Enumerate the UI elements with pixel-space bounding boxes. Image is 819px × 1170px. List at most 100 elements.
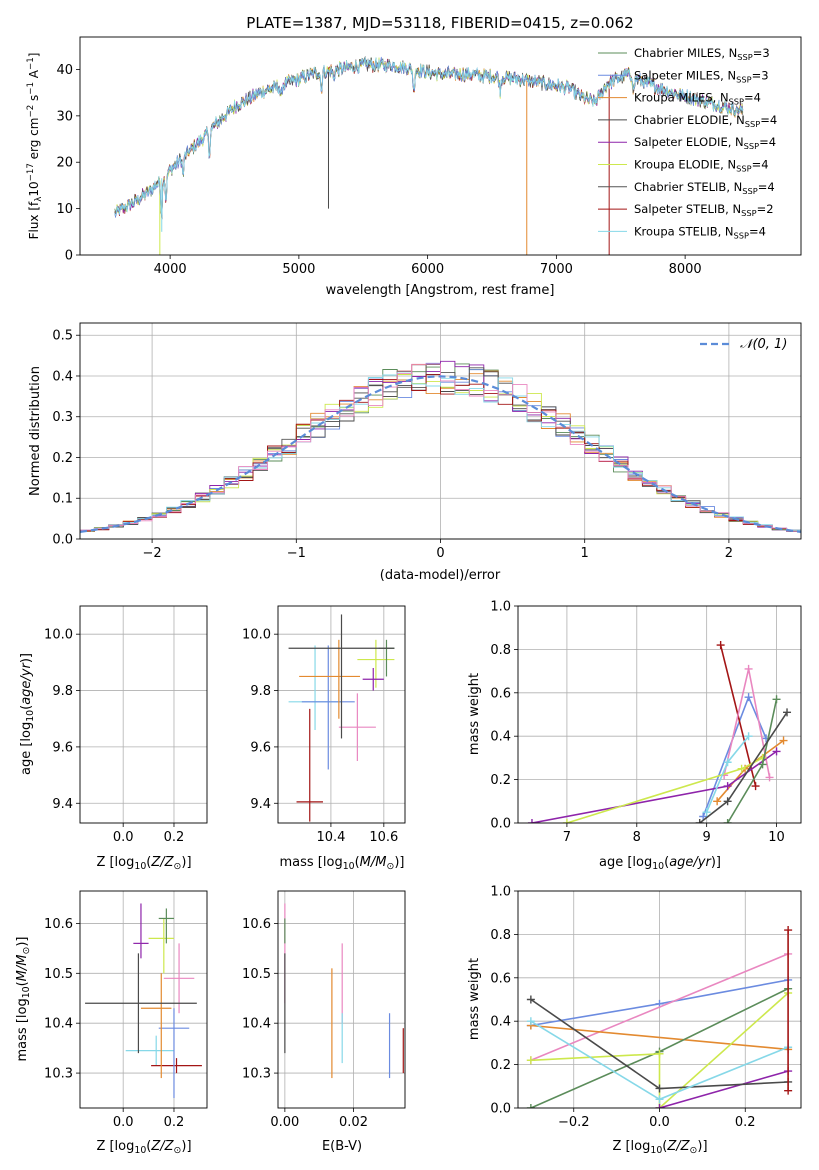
y-tick-label: 10.5: [242, 967, 271, 982]
mass-age-panel: 10.4 10.6 9.4 9.6 9.8 10.0: [242, 605, 406, 845]
axes-frame: [517, 605, 802, 824]
y-axis-label-part: (: [15, 981, 30, 986]
weight-marker: [723, 797, 732, 806]
error-bars: [284, 903, 404, 1079]
y-tick-label: 9.6: [52, 740, 73, 755]
axes-frame: [79, 322, 802, 540]
legend-entry: Kroupa STELIB, NSSP=4: [634, 224, 766, 240]
y-tick-label: 0.0: [490, 1102, 511, 1117]
legend-entry-part: =2: [757, 202, 774, 216]
weight-marker: [779, 736, 788, 745]
weight-line: [726, 699, 778, 823]
y-axis-label-part: erg cm: [27, 118, 41, 164]
legend-entry-part: Chabrier MILES, N: [634, 46, 737, 60]
y-tick-label: 30: [56, 109, 73, 124]
axes-frame: [79, 605, 208, 824]
spectrum-line: [114, 57, 744, 217]
x-axis-label-part: Z [log: [96, 1139, 134, 1154]
x-axis-label-part: (: [662, 1139, 667, 1154]
y-tick-label: 0.3: [52, 410, 73, 425]
y-tick-label: 0.5: [52, 329, 73, 344]
y-tick-label: 0.2: [490, 1058, 511, 1073]
y-axis-label-part: (: [19, 705, 34, 710]
weight-marker: [526, 995, 535, 1004]
x-tick-label: 2: [725, 546, 733, 561]
x-axis-label-part: mass [log: [280, 855, 343, 870]
x-axis-label: wavelength [Angstrom, rest frame]: [326, 283, 555, 298]
x-tick-label: −1: [287, 546, 306, 561]
y-tick-label: 10.0: [44, 628, 73, 643]
x-axis-label-part: Z [log: [96, 855, 134, 870]
y-tick-label: 0.6: [490, 686, 511, 701]
x-axis-label-part: )]: [711, 855, 721, 870]
legend-entry: Chabrier MILES, NSSP=3: [634, 46, 770, 62]
y-axis-label-part: 10: [27, 181, 41, 196]
weight-marker: [758, 760, 767, 769]
spectrum-panel: 4000 5000 6000 7000 8000 0 10 20 30 40: [56, 36, 802, 277]
error-bars: [85, 903, 202, 1099]
y-tick-label: 0.4: [490, 1015, 511, 1030]
y-axis-label-part: −2: [26, 105, 36, 118]
z-weight-panel: −0.2 0.0 0.2 0.0 0.2 0.4 0.6 0.8 1.0: [490, 885, 802, 1130]
x-axis-label-part: ⊙: [386, 861, 394, 872]
legend-entry-part: SSP: [742, 186, 757, 196]
spectrum-lines: [114, 55, 744, 255]
y-tick-label: 9.6: [250, 740, 271, 755]
error-bars: [83, 614, 202, 821]
y-tick-label: 10.3: [44, 1067, 73, 1082]
x-axis-label-part: age/yr: [669, 855, 712, 870]
y-tick-label: 1.0: [490, 600, 511, 615]
weight-marker: [751, 782, 760, 791]
x-axis-label-part: (: [146, 1139, 151, 1154]
legend-entry: Kroupa MILES, NSSP=4: [634, 91, 761, 107]
y-axis-label: mass weight: [467, 673, 482, 755]
y-axis-label-part: s: [27, 95, 41, 105]
x-axis-label: E(B-V): [322, 1139, 362, 1154]
y-axis-label: Flux [fλ10−17 erg cm−2 s−1 A−1]: [26, 53, 44, 240]
y-tick-label: 0.4: [52, 369, 73, 384]
axes-frame: [79, 890, 208, 1109]
weight-line: [530, 953, 789, 1062]
weight-marker: [699, 812, 708, 821]
weight-marker: [772, 695, 781, 704]
x-axis-label: age [log10(age/yr)]: [599, 855, 721, 872]
weight-marker: [784, 1086, 793, 1095]
y-axis-label-part: ⊙: [21, 947, 32, 955]
x-tick-label: 0.0: [113, 830, 134, 845]
y-tick-label: 0.2: [490, 773, 511, 788]
y-axis-label-part: )]: [19, 653, 34, 663]
y-tick-label: 10.4: [242, 1017, 271, 1032]
x-axis-label-part: (: [355, 855, 360, 870]
x-axis-label-part: 10: [134, 861, 146, 872]
weight-marker: [723, 758, 732, 767]
legend-entry-part: SSP: [736, 74, 751, 84]
weight-marker: [744, 693, 753, 702]
legend-entry-part: =4: [749, 224, 766, 238]
x-axis-label-part: ⊙: [690, 1145, 698, 1156]
legend-entry-part: =4: [758, 180, 775, 194]
weight-marker: [562, 819, 571, 823]
legend-entry-part: SSP: [745, 119, 760, 129]
weight-line: [530, 992, 789, 1108]
y-axis-label-part: Flux [f: [27, 201, 41, 239]
y-axis-label: age [log10(age/yr)]: [19, 653, 36, 775]
histogram-series: [80, 363, 801, 533]
legend-entry-part: Kroupa ELODIE, N: [634, 158, 736, 172]
normal-curve: [80, 375, 801, 533]
ebv-mass-panel: 0.00 0.02 10.3 10.4 10.5 10.6: [242, 890, 406, 1130]
x-tick-label: 10: [768, 830, 785, 845]
y-axis-label-part: −1: [26, 82, 36, 95]
y-tick-label: 10.0: [242, 628, 271, 643]
x-tick-label: 4000: [154, 262, 187, 277]
y-tick-label: 0.4: [490, 730, 511, 745]
x-axis-label-part: Z/Z: [150, 1139, 174, 1154]
x-tick-label: 0.2: [164, 830, 185, 845]
legend-entry: Salpeter STELIB, NSSP=2: [634, 202, 774, 218]
y-tick-label: 9.8: [52, 684, 73, 699]
y-tick-label: 0.0: [490, 817, 511, 832]
y-tick-label: 10.6: [242, 917, 271, 932]
x-tick-label: 0.0: [649, 1115, 670, 1130]
y-axis-label-part: −1: [26, 57, 36, 70]
x-tick-label: 1: [581, 546, 589, 561]
